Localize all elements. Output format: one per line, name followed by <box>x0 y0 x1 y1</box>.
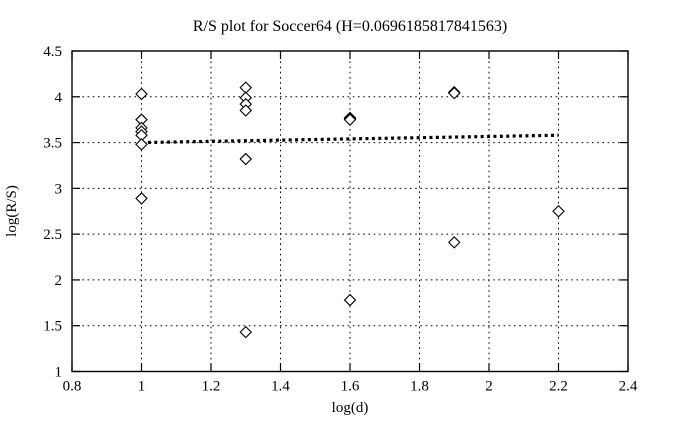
x-tick-label: 2.4 <box>619 379 638 395</box>
data-point-diamond <box>343 293 357 307</box>
x-tick-label: 1.4 <box>271 379 290 395</box>
y-tick-label: 2 <box>55 273 63 289</box>
data-point-diamond <box>447 86 461 100</box>
y-tick-label: 3 <box>55 181 63 197</box>
y-axis-label: log(R/S) <box>4 185 20 237</box>
y-tick-label: 4.5 <box>43 44 62 60</box>
x-tick-label: 0.8 <box>63 379 82 395</box>
x-tick-label: 1.2 <box>202 379 221 395</box>
x-tick-label: 2 <box>485 379 493 395</box>
x-axis-label: log(d) <box>332 400 369 416</box>
y-tick-label: 1.5 <box>43 319 62 335</box>
y-tick-label: 3.5 <box>43 136 62 152</box>
data-point-diamond <box>135 192 148 205</box>
x-tick-label: 1 <box>138 379 146 395</box>
fit-line <box>141 133 559 145</box>
data-point-diamond <box>239 152 253 166</box>
y-tick-label: 4 <box>55 90 63 106</box>
x-tick-label: 1.8 <box>410 379 429 395</box>
data-point-diamond <box>447 236 461 249</box>
data-point-diamond <box>135 87 148 101</box>
x-tick-label: 2.2 <box>549 379 568 395</box>
grid-lines <box>72 51 628 372</box>
y-tick-label: 1 <box>55 365 63 381</box>
regression-line <box>141 133 559 145</box>
data-point-diamond <box>135 138 148 151</box>
data-points <box>135 81 565 339</box>
axis-frame <box>71 50 629 373</box>
data-point-diamond <box>239 325 253 339</box>
chart-title: R/S plot for Soccer64 (H=0.0696185817841… <box>193 18 507 35</box>
y-tick-label: 2.5 <box>43 227 62 243</box>
data-point-diamond <box>343 113 357 126</box>
data-point-diamond <box>552 204 565 218</box>
x-tick-label: 1.6 <box>341 379 360 395</box>
data-point-diamond <box>239 104 253 117</box>
tick-labels: 0.8 1 1.2 1.4 1.6 1.8 2 2.2 2.411.522.533.544.5 <box>43 44 638 395</box>
